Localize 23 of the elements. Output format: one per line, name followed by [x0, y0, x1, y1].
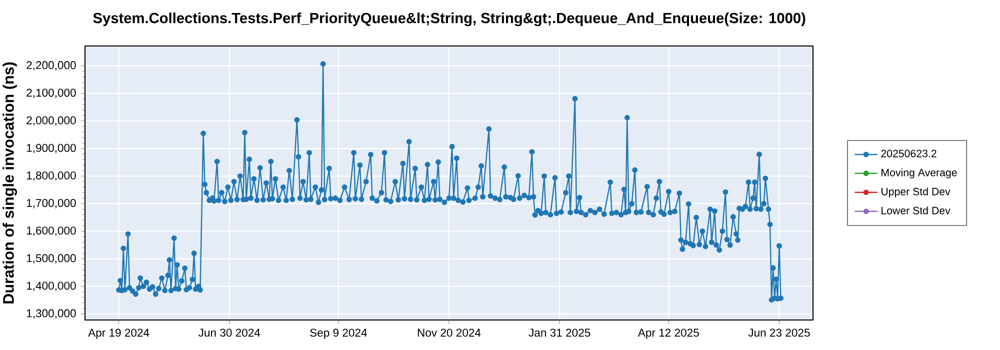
y-tick-label: 1,700,000	[26, 199, 76, 208]
x-tick-label: Apr 19 2024	[88, 328, 150, 339]
y-axis-title: Duration of single invocation (ns)	[2, 62, 17, 304]
y-tick-label: 1,600,000	[26, 226, 76, 236]
legend-label: Moving Average	[882, 168, 957, 178]
x-tick-label: Jun 23 2025	[748, 328, 810, 337]
x-tick-label: Jun 30 2024	[198, 328, 260, 337]
y-tick-label: 1,400,000	[26, 282, 76, 292]
y-tick-label: 1,300,000	[26, 309, 76, 319]
y-tick-label: 1,500,000	[26, 254, 76, 264]
y-tick-label: 1,900,000	[26, 144, 76, 154]
x-tick-label: Apr 12 2025	[638, 328, 699, 339]
legend-label: Lower Std Dev	[882, 206, 950, 214]
y-tick-label: 2,200,000	[26, 61, 76, 70]
x-tick-label: Nov 20 2024	[418, 328, 481, 337]
x-tick-label: Jan 31 2025	[528, 328, 590, 337]
y-tick-label: 2,000,000	[26, 116, 76, 126]
legend-label: Upper Std Dev	[882, 188, 950, 198]
x-tick-label: Sep 9 2024	[310, 328, 367, 339]
legend-label: 20250623.2	[881, 150, 936, 158]
y-tick-label: 1,800,000	[26, 171, 76, 181]
y-tick-label: 2,100,000	[26, 88, 76, 98]
chart-title: System.Collections.Tests.Perf_PriorityQueue&lt;String, String&gt;.Dequeue_And_Enqueue(Size: 1000)	[93, 12, 806, 26]
